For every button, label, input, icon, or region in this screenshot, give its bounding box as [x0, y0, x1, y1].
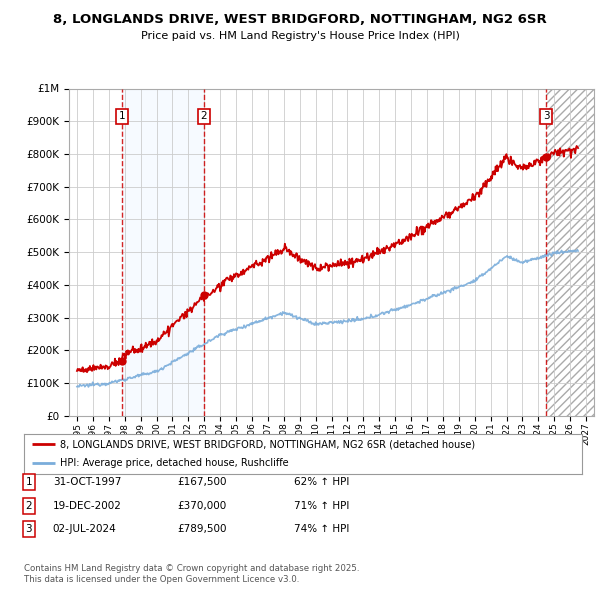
Text: 1: 1 [119, 112, 125, 122]
Text: Price paid vs. HM Land Registry's House Price Index (HPI): Price paid vs. HM Land Registry's House … [140, 31, 460, 41]
Text: 71% ↑ HPI: 71% ↑ HPI [294, 501, 349, 510]
Text: 8, LONGLANDS DRIVE, WEST BRIDGFORD, NOTTINGHAM, NG2 6SR (detached house): 8, LONGLANDS DRIVE, WEST BRIDGFORD, NOTT… [60, 440, 475, 450]
Text: 74% ↑ HPI: 74% ↑ HPI [294, 525, 349, 534]
Text: 31-OCT-1997: 31-OCT-1997 [53, 477, 121, 487]
Text: 2: 2 [25, 501, 32, 510]
Text: Contains HM Land Registry data © Crown copyright and database right 2025.: Contains HM Land Registry data © Crown c… [24, 565, 359, 573]
Text: 2: 2 [200, 112, 207, 122]
Text: 3: 3 [25, 525, 32, 534]
Text: £789,500: £789,500 [177, 525, 227, 534]
Text: 62% ↑ HPI: 62% ↑ HPI [294, 477, 349, 487]
Text: 02-JUL-2024: 02-JUL-2024 [53, 525, 116, 534]
Text: £370,000: £370,000 [177, 501, 226, 510]
Text: 8, LONGLANDS DRIVE, WEST BRIDGFORD, NOTTINGHAM, NG2 6SR: 8, LONGLANDS DRIVE, WEST BRIDGFORD, NOTT… [53, 13, 547, 26]
Text: 1: 1 [25, 477, 32, 487]
Text: HPI: Average price, detached house, Rushcliffe: HPI: Average price, detached house, Rush… [60, 458, 289, 468]
Text: This data is licensed under the Open Government Licence v3.0.: This data is licensed under the Open Gov… [24, 575, 299, 584]
Text: £167,500: £167,500 [177, 477, 227, 487]
Bar [546, 88, 594, 416]
Bar [122, 88, 204, 416]
Text: 3: 3 [543, 112, 550, 122]
Text: 19-DEC-2002: 19-DEC-2002 [53, 501, 122, 510]
